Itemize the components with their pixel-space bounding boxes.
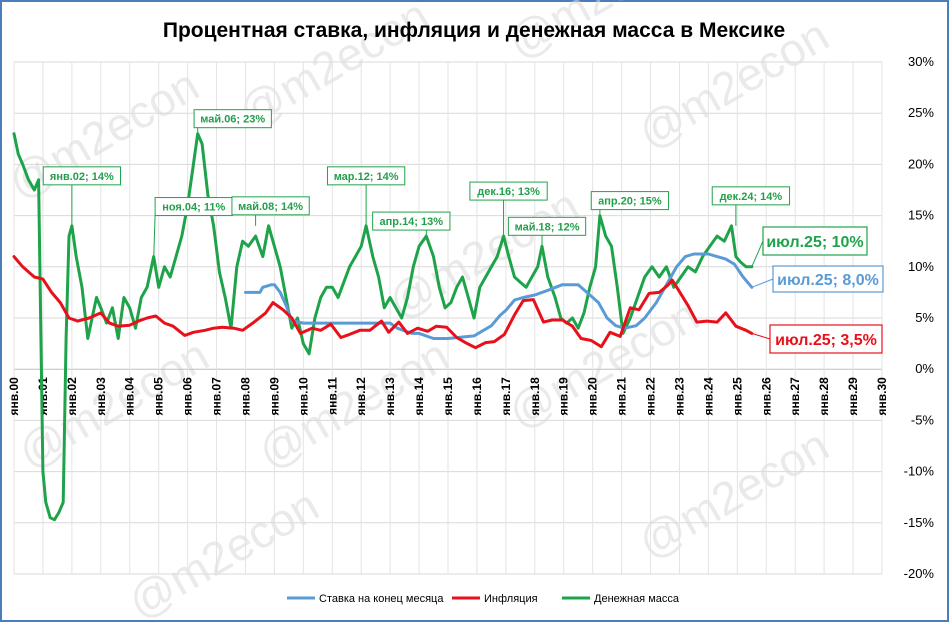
y-tick-label: 10%: [908, 259, 934, 274]
watermark-text: @m2econ: [629, 418, 837, 568]
x-tick-label: янв.20: [586, 377, 600, 416]
y-tick-label: -15%: [904, 515, 935, 530]
end-label-box: [772, 265, 884, 293]
end-label-text: июл.25; 10%: [766, 234, 863, 251]
annotation-label: май.08; 14%: [238, 201, 303, 213]
legend-label: Денежная масса: [594, 593, 680, 605]
x-tick-label: янв.27: [788, 377, 802, 416]
annotation-label: мар.12; 14%: [334, 171, 399, 183]
x-tick-label: янв.06: [181, 377, 195, 416]
x-tick-label: янв.18: [528, 377, 542, 416]
x-tick-label: янв.05: [152, 377, 166, 416]
legend-label: Инфляция: [484, 593, 538, 605]
x-tick-label: янв.30: [875, 377, 889, 416]
x-tick-label: янв.08: [238, 377, 252, 416]
x-tick-label: янв.16: [470, 377, 484, 416]
annotation-label: май.18; 12%: [515, 221, 580, 233]
annotation-box: [469, 181, 548, 201]
x-tick-label: янв.25: [730, 377, 744, 416]
y-tick-label: -20%: [904, 566, 935, 581]
x-tick-label: янв.14: [412, 377, 426, 416]
x-tick-label: янв.26: [759, 377, 773, 416]
annotation-label: май.06; 23%: [200, 114, 265, 126]
x-axis-ticks: янв.00 янв.01 янв.02 янв.03 янв.04 янв.05 янв.…: [7, 377, 889, 416]
annotations: янв.02; 14% ноя.04; 11% май.06; 23% май.08;…: [42, 109, 791, 257]
x-tick-label: янв.00: [7, 377, 21, 416]
y-tick-label: 0%: [915, 361, 934, 376]
watermark-text: @m2econ: [119, 478, 327, 622]
x-tick-label: янв.19: [557, 377, 571, 416]
end-label-text: июл.25; 8,0%: [777, 272, 879, 289]
gridlines: [13, 61, 883, 575]
end-label-text: июл.25; 3,5%: [775, 332, 877, 349]
y-tick-label: 5%: [915, 310, 934, 325]
annotation-box: [711, 186, 791, 206]
annotation-label: дек.24; 14%: [720, 191, 783, 203]
annotation-box: [42, 166, 122, 186]
y-tick-label: -10%: [904, 464, 935, 479]
x-tick-label: янв.23: [672, 377, 686, 416]
annotation-label: янв.02; 14%: [50, 171, 114, 183]
series-line: [12, 132, 754, 522]
x-tick-label: янв.11: [325, 377, 339, 415]
y-tick-label: 25%: [908, 105, 934, 120]
x-tick-label: янв.07: [210, 377, 224, 416]
x-tick-label: янв.10: [296, 377, 310, 416]
annotation-label: дек.16; 13%: [477, 186, 540, 198]
end-labels: июл.25; 10% июл.25; 8,0% июл.25; 3,5%: [751, 226, 884, 354]
annotation-box: [231, 196, 310, 216]
x-tick-label: янв.04: [123, 377, 137, 416]
x-tick-label: янв.24: [701, 377, 715, 416]
x-tick-label: янв.03: [94, 377, 108, 416]
annotation-box: [326, 166, 406, 186]
annotation-box: [193, 109, 272, 129]
series-line: [12, 255, 754, 350]
x-tick-label: янв.29: [846, 377, 860, 416]
annotation-leader: [153, 215, 156, 257]
end-label-leader: [751, 332, 771, 340]
annotation-label: апр.20; 15%: [598, 196, 662, 208]
x-tick-label: янв.09: [267, 377, 281, 416]
legend-label: Ставка на конец месяца: [319, 593, 444, 605]
annotation-box: [590, 191, 670, 211]
x-tick-label: янв.12: [354, 377, 368, 416]
annotation-label: апр.14; 13%: [380, 216, 444, 228]
annotation-box: [372, 211, 451, 231]
y-tick-label: 20%: [908, 156, 934, 171]
x-tick-label: янв.22: [644, 377, 658, 416]
end-label-box: [769, 324, 883, 354]
x-tick-label: янв.28: [817, 377, 831, 416]
end-label-leader: [751, 278, 774, 288]
x-tick-label: янв.02: [65, 377, 79, 416]
end-label-box: [762, 226, 868, 256]
y-tick-label: 15%: [908, 208, 934, 223]
chart-title: Процентная ставка, инфляция и денежная м…: [163, 19, 785, 42]
annotation-label: ноя.04; 11%: [162, 202, 225, 214]
y-tick-label: 30%: [908, 54, 934, 69]
series-line: [244, 252, 754, 340]
x-tick-label: янв.21: [615, 377, 629, 416]
x-tick-label: янв.17: [499, 377, 513, 416]
x-tick-label: янв.13: [383, 377, 397, 416]
end-label-leader: [751, 240, 764, 267]
legend: Ставка на конец месяца Инфляция Денежная м…: [287, 593, 680, 605]
annotation-box: [507, 216, 587, 236]
y-tick-label: -5%: [911, 412, 935, 427]
y-axis-ticks: -20% -15% -10% -5% 0% 5% 10% 15% 20% 25% 30%: [904, 54, 935, 581]
series-lines: [12, 132, 754, 522]
x-tick-label: янв.15: [441, 377, 455, 416]
